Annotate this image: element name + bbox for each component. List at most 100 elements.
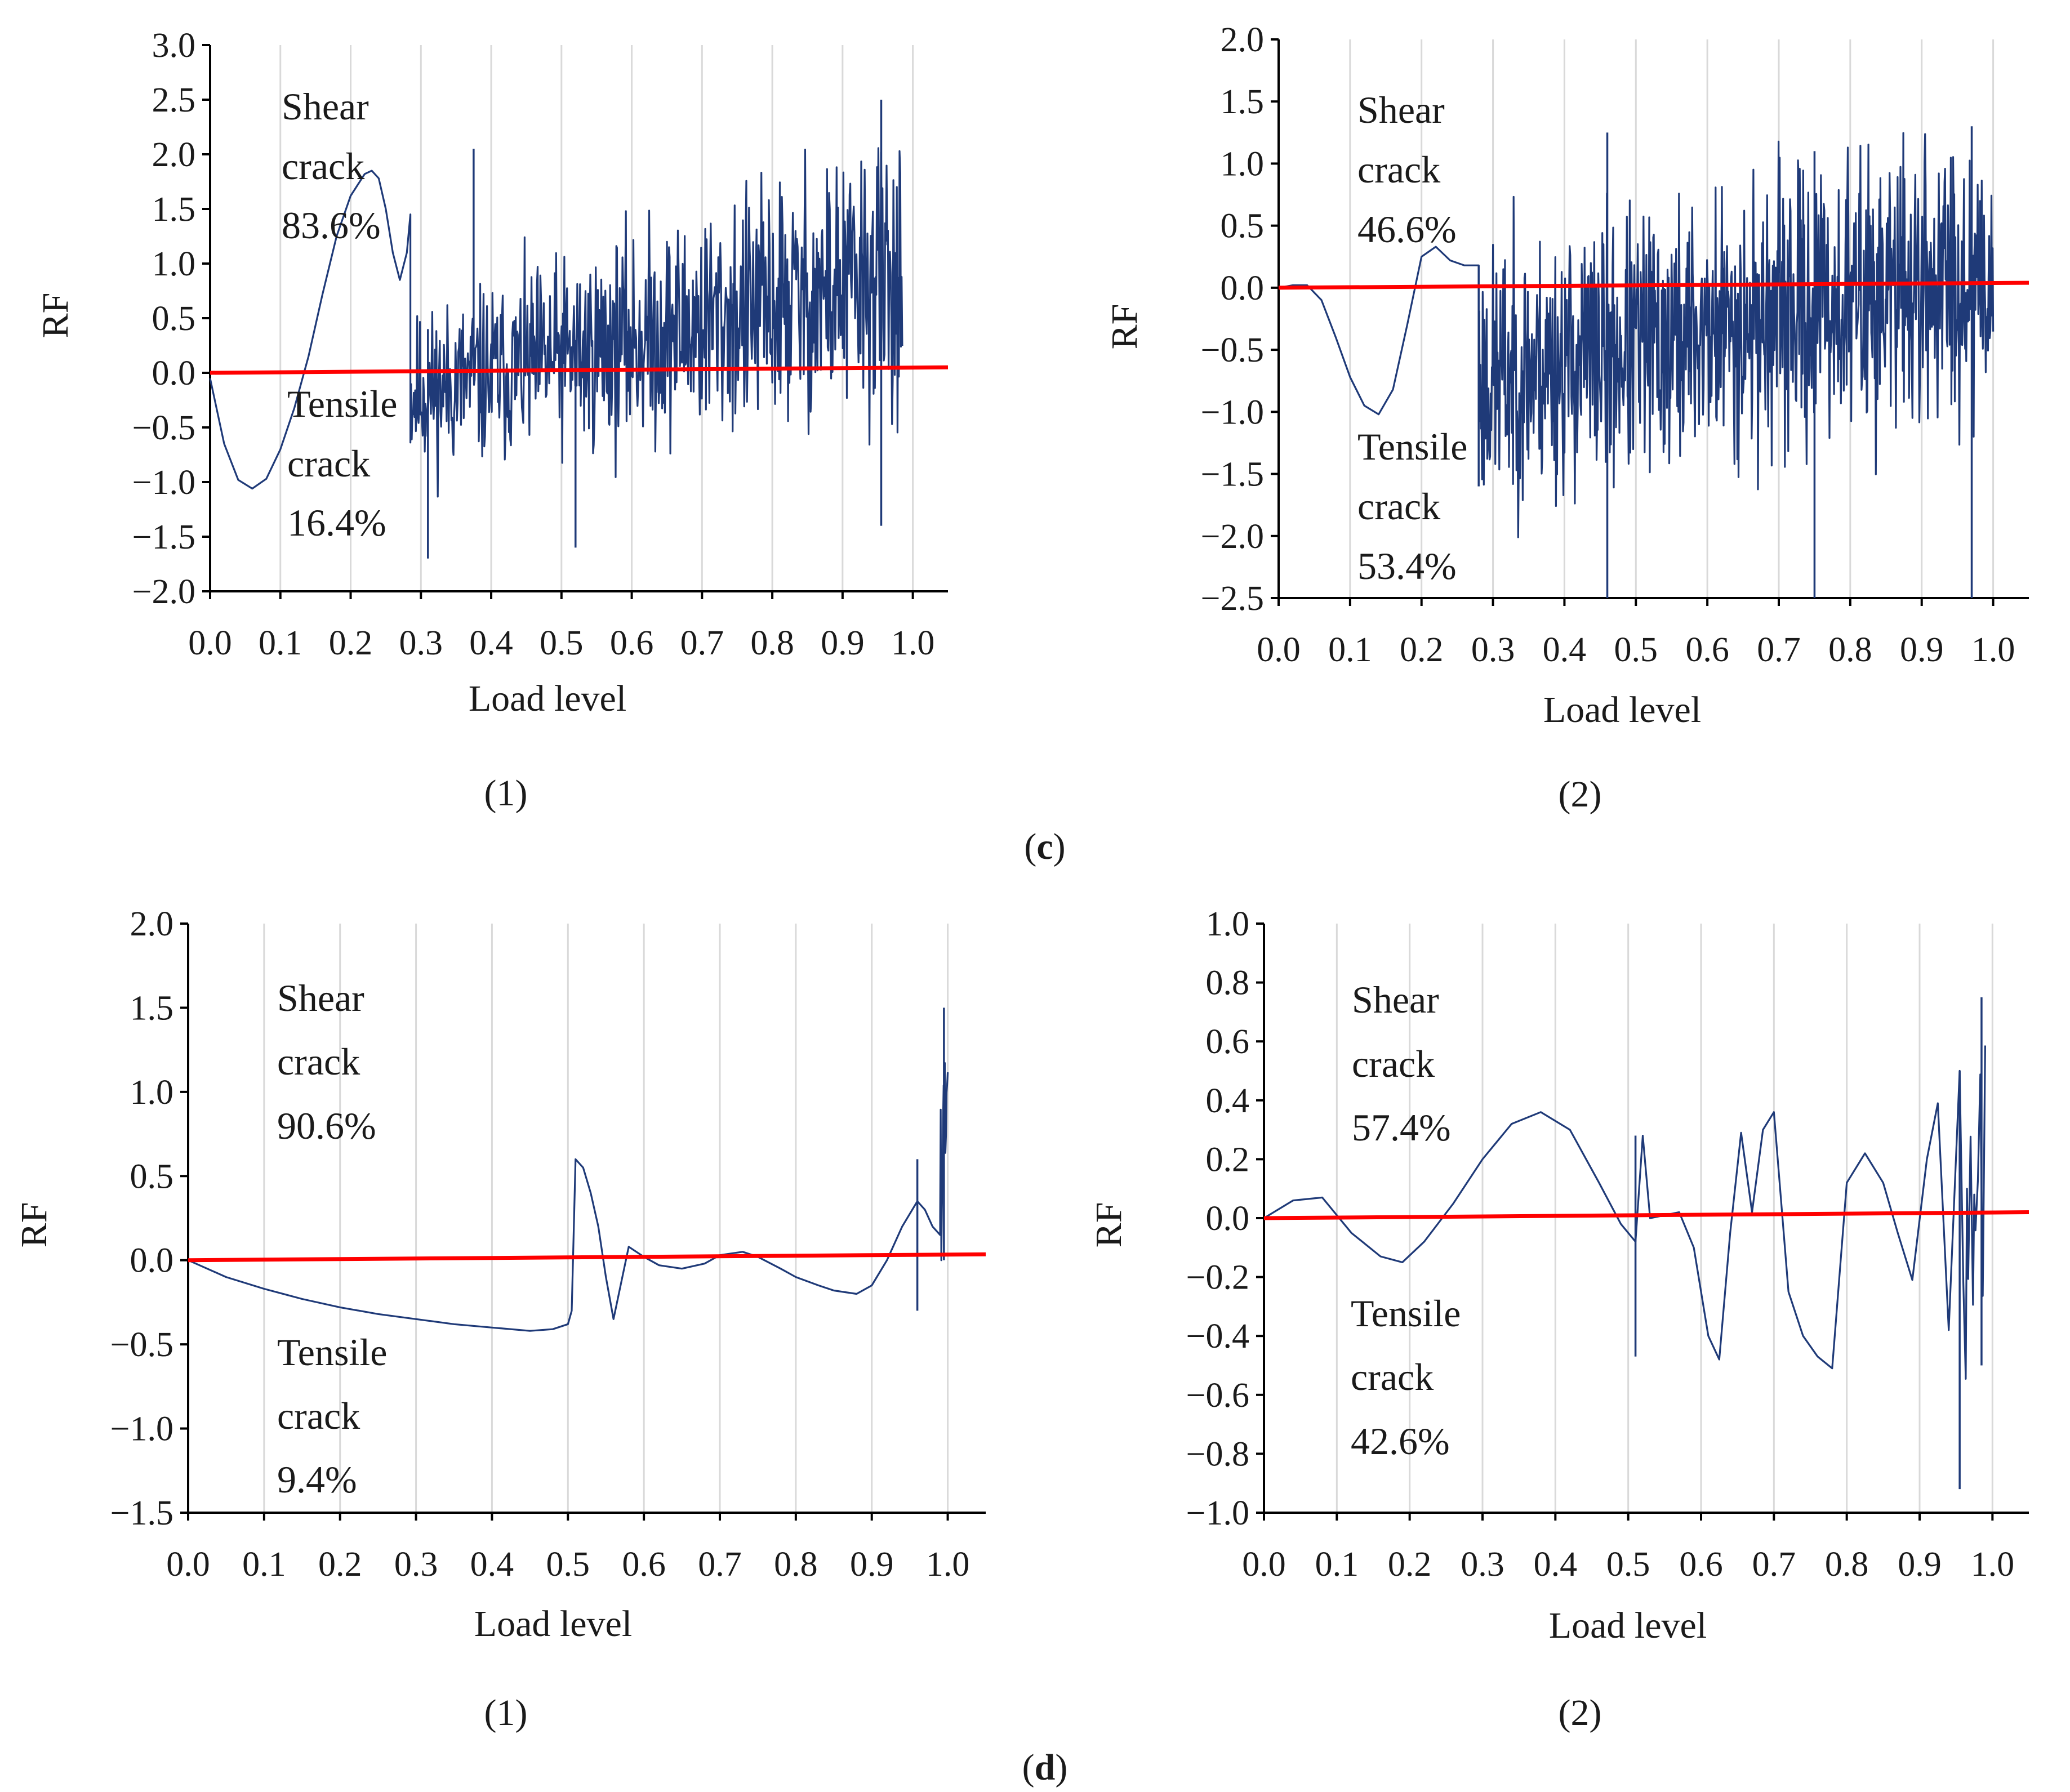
- shear-percentage: 90.6%: [277, 1104, 376, 1147]
- chart-c1: −2.0 −1.5 −1.0 −0.5 0.0 0.5 1.0 1.5 2.0 2.5 3.0 0.0…: [35, 26, 949, 814]
- x-tick-label: 0.6: [622, 1545, 666, 1584]
- x-tick-label: 0.0: [1257, 631, 1301, 669]
- y-tick-label: 1.0: [1206, 905, 1250, 943]
- y-tick-label: −0.8: [1186, 1435, 1249, 1473]
- tensile-annotation-line2: crack: [277, 1394, 360, 1437]
- shear-annotation-line1: Shear: [277, 977, 364, 1019]
- y-tick-label: 0.0: [1221, 269, 1265, 307]
- x-tick-label: 0.5: [546, 1545, 590, 1584]
- y-tick-label: 2.0: [152, 136, 196, 174]
- panel-label: (2): [1559, 774, 1602, 815]
- panel-label: (1): [484, 1692, 528, 1733]
- y-tick-label: 2.0: [1221, 21, 1265, 59]
- y-tick-label: 1.0: [1221, 145, 1265, 183]
- y-tick-label: 0.8: [1206, 964, 1250, 1002]
- y-tick-label: 1.0: [152, 245, 196, 283]
- x-tick-label: 0.1: [242, 1545, 286, 1584]
- y-tick-label: −2.0: [132, 573, 195, 611]
- x-tick-label: 0.9: [1898, 1545, 1942, 1584]
- y-tick-label: 0.4: [1206, 1082, 1250, 1120]
- y-tick-label: 0.5: [130, 1157, 174, 1196]
- x-axis-label: Load level: [1543, 689, 1701, 730]
- x-tick-label: 0.3: [1471, 631, 1515, 669]
- y-tick-label: −2.0: [1201, 518, 1264, 556]
- rf-series-line: [1278, 132, 1995, 538]
- tensile-annotation-line2: crack: [1357, 485, 1440, 528]
- y-tick-label: 1.5: [152, 190, 196, 229]
- y-tick-label: −1.0: [1201, 393, 1264, 431]
- x-axis-label: Load level: [469, 678, 626, 719]
- x-axis-label: Load level: [1549, 1605, 1707, 1646]
- y-tick-label: 0.5: [1221, 207, 1265, 246]
- y-tick-label: 0.5: [152, 300, 196, 338]
- shear-annotation-line1: Shear: [282, 85, 369, 128]
- x-tick-label: 0.7: [1757, 631, 1801, 669]
- y-tick-label: 0.0: [1206, 1200, 1250, 1238]
- y-axis-label: RF: [1088, 1202, 1129, 1248]
- x-tick-label: 0.4: [470, 1545, 514, 1584]
- y-tick-label: 3.0: [152, 26, 196, 65]
- x-tick-label: 0.7: [680, 624, 724, 662]
- x-tick-label: 0.7: [1752, 1545, 1796, 1584]
- chart-c2: −2.5 −2.0 −1.5 −1.0 −0.5 0.0 0.5 1.0 1.5 2.0 0.0 0.…: [1104, 21, 2029, 815]
- x-tick-label: 0.4: [1534, 1545, 1578, 1584]
- y-tick-label: −1.0: [110, 1410, 173, 1448]
- x-tick-label: 0.2: [318, 1545, 362, 1584]
- tensile-annotation-line1: Tensile: [1351, 1292, 1461, 1335]
- x-tick-label: 0.9: [1900, 631, 1944, 669]
- tensile-percentage: 53.4%: [1357, 545, 1457, 587]
- reference-line: [188, 1252, 986, 1263]
- y-tick-label: −1.0: [132, 463, 195, 502]
- shear-annotation-line2: crack: [1352, 1042, 1435, 1085]
- rf-series-line: [1263, 1045, 1986, 1380]
- x-tick-label: 0.4: [469, 624, 513, 662]
- y-tick-label: −0.2: [1186, 1259, 1249, 1297]
- x-tick-label: 0.9: [850, 1545, 894, 1584]
- tensile-annotation-line2: crack: [1351, 1356, 1434, 1398]
- y-tick-label: −1.5: [132, 518, 195, 556]
- x-tick-label: 1.0: [1971, 1545, 2015, 1584]
- x-axis-label: Load level: [474, 1603, 632, 1644]
- x-tick-label: 0.6: [1685, 631, 1729, 669]
- tensile-percentage: 42.6%: [1351, 1420, 1450, 1463]
- x-tick-label: 0.6: [610, 624, 654, 662]
- x-tick-label: 0.3: [1461, 1545, 1504, 1584]
- shear-annotation-line2: crack: [282, 145, 364, 188]
- y-tick-label: 1.5: [1221, 83, 1265, 121]
- y-tick-label: −0.6: [1186, 1376, 1249, 1415]
- y-tick-label: −1.5: [1201, 456, 1264, 494]
- reference-line: [1278, 280, 2029, 290]
- x-tick-label: 0.1: [259, 624, 302, 662]
- y-tick-label: 0.6: [1206, 1023, 1250, 1061]
- x-tick-label: 0.5: [540, 624, 584, 662]
- x-tick-label: 0.7: [698, 1545, 742, 1584]
- group-label-c: (c): [1024, 826, 1065, 867]
- x-tick-label: 0.8: [1825, 1545, 1869, 1584]
- y-tick-label: 1.5: [130, 989, 174, 1027]
- tensile-percentage: 16.4%: [287, 501, 386, 544]
- y-tick-label: −2.5: [1201, 579, 1264, 618]
- tensile-annotation-line1: Tensile: [277, 1331, 387, 1374]
- reference-line: [1263, 1210, 2029, 1220]
- x-tick-label: 0.8: [774, 1545, 818, 1584]
- x-tick-label: 1.0: [1971, 631, 2015, 669]
- x-tick-label: 0.4: [1543, 631, 1587, 669]
- shear-annotation-line2: crack: [277, 1040, 360, 1083]
- x-tick-label: 0.0: [188, 624, 232, 662]
- shear-percentage: 46.6%: [1357, 208, 1457, 251]
- y-tick-label: −0.4: [1186, 1317, 1249, 1356]
- group-label-d: (d): [1022, 1747, 1068, 1788]
- reference-line: [210, 365, 949, 375]
- x-tick-label: 1.0: [891, 624, 935, 662]
- tensile-annotation-line2: crack: [287, 442, 370, 485]
- tensile-annotation-line1: Tensile: [1357, 425, 1467, 468]
- x-tick-label: 0.9: [821, 624, 865, 662]
- y-tick-label: −0.5: [1201, 331, 1264, 369]
- panel-label: (1): [484, 773, 528, 814]
- y-tick-label: −1.0: [1186, 1494, 1249, 1532]
- x-tick-label: 0.3: [399, 624, 443, 662]
- x-tick-label: 0.8: [750, 624, 794, 662]
- y-tick-label: −1.5: [110, 1494, 173, 1532]
- x-tick-label: 0.0: [166, 1545, 210, 1584]
- y-tick-label: 0.0: [152, 354, 196, 393]
